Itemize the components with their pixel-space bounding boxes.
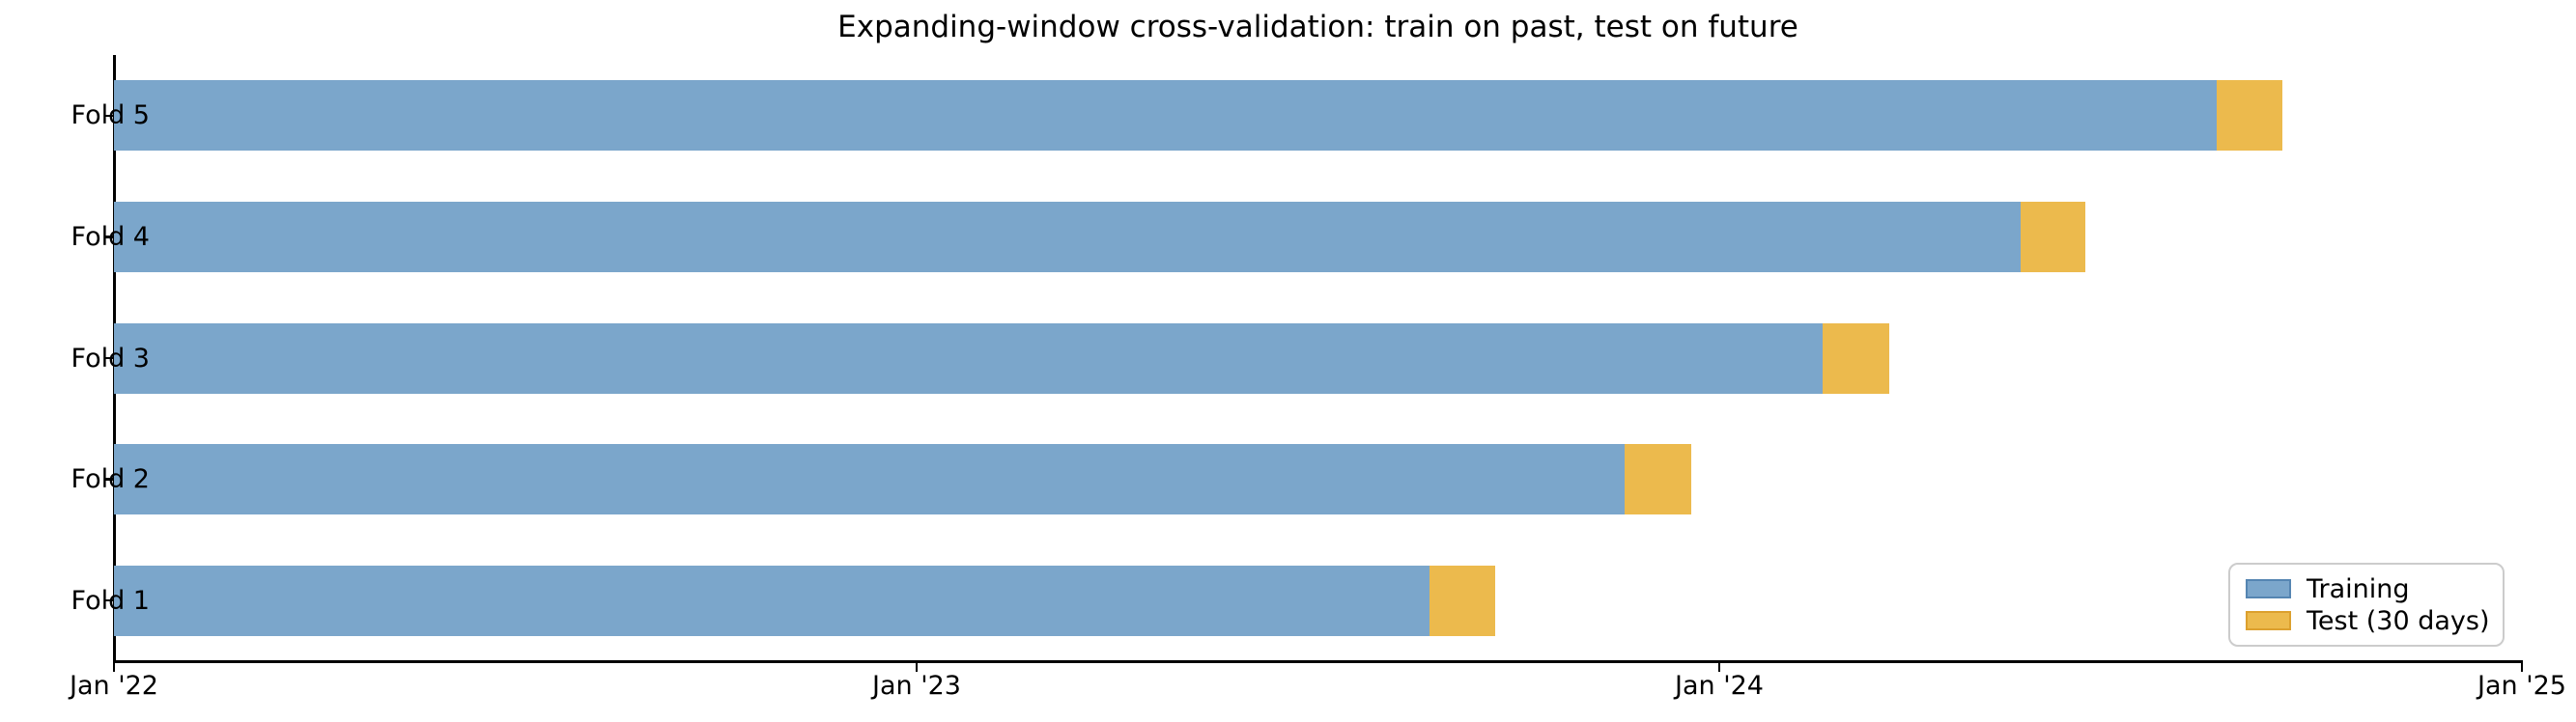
- training-bar: [114, 322, 1824, 394]
- y-tick-label: Fold 2: [71, 464, 151, 495]
- test-bar: [1430, 565, 1496, 636]
- legend-item: Training: [2246, 574, 2489, 603]
- chart-title: Expanding-window cross-validation: train…: [837, 10, 1798, 44]
- x-axis-line: [113, 660, 2523, 663]
- y-axis-tick: [104, 236, 114, 238]
- y-tick-label: Fold 1: [71, 585, 151, 616]
- legend-swatch-icon: [2246, 579, 2291, 598]
- x-tick-label: Jan '24: [1675, 671, 1764, 701]
- plot-area: Jan '22 Jan '23 Jan '24 Jan '25 Training Te…: [70, 55, 2566, 701]
- training-bar: [114, 201, 2021, 272]
- x-tick-label: Jan '23: [872, 671, 961, 701]
- y-axis-tick: [104, 598, 114, 602]
- fold-row: [114, 201, 2522, 272]
- y-axis-tick: [104, 478, 114, 481]
- x-axis-tick: [2520, 663, 2524, 672]
- training-bar: [114, 80, 2218, 152]
- y-tick-label: Fold 3: [71, 343, 151, 374]
- x-axis-tick: [915, 663, 919, 672]
- test-bar: [2020, 201, 2085, 272]
- x-axis-tick: [1717, 663, 1721, 672]
- legend-item-label: Test (30 days): [2307, 605, 2490, 636]
- legend-swatch-icon: [2246, 611, 2291, 630]
- legend: Training Test (30 days): [2228, 563, 2505, 647]
- test-bar: [1823, 322, 1890, 394]
- training-bar: [114, 565, 1430, 636]
- y-axis-tick: [104, 114, 114, 118]
- test-bar: [2217, 80, 2283, 152]
- legend-item: Test (30 days): [2246, 605, 2490, 636]
- x-tick-label: Jan '22: [70, 671, 158, 701]
- x-tick-label: Jan '25: [2477, 671, 2566, 701]
- test-bar: [1624, 444, 1691, 515]
- training-bar: [114, 444, 1625, 515]
- y-tick-label: Fold 5: [71, 100, 151, 131]
- y-tick-label: Fold 4: [71, 221, 151, 252]
- legend-item-label: Training: [2307, 573, 2410, 604]
- fold-row: [114, 80, 2522, 152]
- y-axis-tick: [104, 356, 114, 360]
- fold-row: [114, 322, 2522, 394]
- fold-row: [114, 444, 2522, 515]
- fold-row: [114, 565, 2522, 636]
- x-axis-tick: [112, 663, 116, 672]
